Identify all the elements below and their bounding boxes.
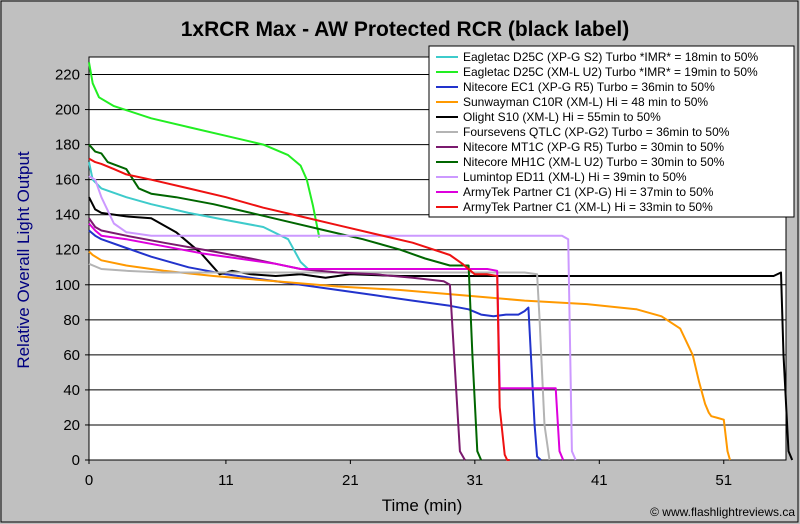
legend-entry-label: Nitecore MH1C (XM-L U2) Turbo = 30min to… [463,155,725,169]
y-tick-label: 40 [63,382,80,399]
legend-items: Eagletac D25C (XP-G S2) Turbo *IMR* = 18… [436,50,758,214]
legend-entry-label: Nitecore MT1C (XP-G R5) Turbo = 30min to… [463,140,724,154]
x-tick-label: 51 [715,472,732,489]
y-tick-label: 200 [55,102,80,119]
legend-entry-label: Olight S10 (XM-L) Hi = 55min to 50% [463,110,661,124]
x-tick-label: 41 [591,472,608,489]
y-tick-label: 180 [55,137,80,154]
series-line-9 [88,175,577,461]
legend-entry-label: ArmyTek Partner C1 (XP-G) Hi = 37min to … [463,185,714,199]
x-tick-label: 31 [466,472,483,489]
y-tick-label: 100 [55,277,80,294]
series-line-3 [88,229,542,461]
series-line-11 [88,157,510,461]
credit-text: © www.flashlightreviews.ca [650,505,795,519]
y-axis-ticks: 0 20 40 60 80 100 120 140 160 180 200 220 [55,67,89,469]
legend-entry-label: Nitecore EC1 (XP-G R5) Turbo = 36min to … [463,80,715,94]
y-tick-label: 220 [55,67,80,84]
x-axis-label: Time (min) [382,496,463,515]
series-layer [88,62,794,461]
series-line-10 [88,222,565,461]
x-tick-label: 11 [218,472,234,489]
x-tick-label: 0 [85,472,93,489]
legend: Eagletac D25C (XP-G S2) Turbo *IMR* = 18… [428,45,795,218]
legend-entry-label: Lumintop ED11 (XM-L) Hi = 39min to 50% [463,170,687,184]
y-tick-label: 140 [55,207,80,224]
y-tick-label: 160 [55,172,80,189]
x-axis-ticks: 0 11 21 31 41 51 [85,460,732,489]
series-line-5 [88,196,794,461]
legend-entry-label: Sunwayman C10R (XM-L) Hi = 48 min to 50% [463,95,708,109]
legend-entry-label: Eagletac D25C (XM-L U2) Turbo *IMR* = 19… [463,65,758,79]
y-axis-label: Relative Overall Light Output [14,151,33,369]
series-line-4 [88,250,731,461]
series-line-6 [88,262,551,461]
x-tick-label: 21 [342,472,359,489]
legend-entry-label: ArmyTek Partner C1 (XM-L) Hi = 33min to … [463,200,713,214]
y-tick-label: 60 [63,347,80,364]
y-tick-label: 120 [55,242,80,259]
chart-title: 1xRCR Max - AW Protected RCR (black labe… [181,18,630,41]
series-line-2 [88,62,321,238]
y-tick-label: 0 [72,452,80,469]
legend-entry-label: Foursevens QTLC (XP-G2) Turbo = 36min to… [463,125,730,139]
y-tick-label: 80 [63,312,80,329]
legend-box [428,45,795,218]
series-line-1 [88,161,313,270]
y-tick-label: 20 [63,417,80,434]
legend-entry-label: Eagletac D25C (XP-G S2) Turbo *IMR* = 18… [463,50,758,64]
